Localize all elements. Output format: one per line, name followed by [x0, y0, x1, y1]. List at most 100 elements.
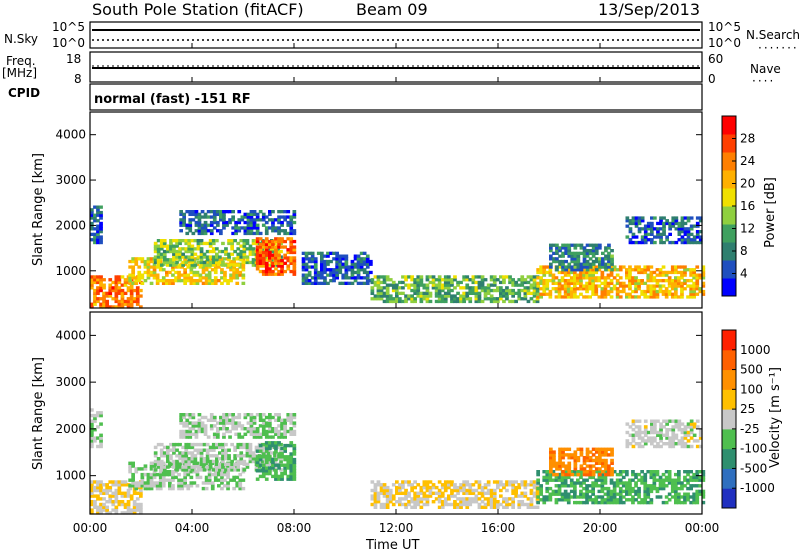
heatmap-cell — [692, 240, 697, 245]
heatmap-cell — [211, 263, 216, 267]
heatmap-cell — [196, 442, 201, 447]
heatmap-cell — [245, 260, 250, 265]
heatmap-cell — [260, 445, 265, 450]
heatmap-cell — [234, 229, 238, 233]
heatmap-cell — [276, 457, 280, 461]
heatmap-cell — [90, 275, 94, 279]
heatmap-cell — [566, 475, 571, 480]
heatmap-cell — [692, 284, 696, 288]
heatmap-cell — [191, 424, 196, 428]
heatmap-cell — [183, 478, 187, 482]
heatmap-cell — [576, 254, 581, 258]
heatmap-cell — [612, 500, 617, 505]
heatmap-cell — [276, 247, 280, 251]
heatmap-cell — [335, 257, 339, 261]
heatmap-cell — [304, 276, 309, 280]
heatmap-cell — [474, 299, 479, 304]
heatmap-cell — [105, 500, 109, 504]
heatmap-cell — [96, 444, 100, 449]
heatmap-cell — [674, 492, 678, 496]
heatmap-cell — [132, 288, 137, 293]
heatmap-cell — [370, 280, 375, 285]
heatmap-cell — [261, 272, 266, 276]
heatmap-cell — [492, 283, 497, 287]
heatmap-cell — [428, 485, 433, 490]
heatmap-cell — [186, 486, 191, 491]
heatmap-cell — [222, 415, 226, 420]
heatmap-cell — [579, 287, 583, 291]
heatmap-cell — [175, 459, 179, 464]
heatmap-cell — [468, 485, 473, 490]
heatmap-cell — [207, 273, 212, 277]
heatmap-cell — [120, 305, 125, 309]
heatmap-cell — [552, 472, 556, 477]
heatmap-cell — [188, 429, 193, 434]
heatmap-cell — [419, 488, 424, 493]
heatmap-cell — [370, 502, 375, 507]
heatmap-cell — [161, 478, 166, 482]
heatmap-cell — [277, 269, 281, 274]
heatmap-cell — [582, 461, 587, 465]
heatmap-cell — [182, 215, 186, 219]
heatmap-cell — [508, 288, 512, 293]
heatmap-cell — [486, 483, 491, 487]
heatmap-cell — [668, 419, 672, 423]
heatmap-cell — [511, 483, 515, 487]
heatmap-cell — [205, 465, 210, 469]
heatmap-cell — [292, 215, 297, 219]
heatmap-cell — [235, 268, 240, 272]
heatmap-cell — [585, 492, 589, 496]
heatmap-cell — [637, 442, 642, 446]
heatmap-cell — [99, 508, 103, 512]
heatmap-cell — [625, 276, 629, 280]
heatmap-cell — [376, 278, 381, 282]
heatmap-cell — [152, 265, 157, 269]
heatmap-cell — [96, 213, 100, 217]
heatmap-cell — [631, 240, 636, 245]
heatmap-cell — [677, 472, 681, 477]
heatmap-cell — [689, 484, 693, 488]
heatmap-cell — [560, 295, 565, 299]
heatmap-cell — [135, 286, 140, 290]
heatmap-cell — [582, 273, 586, 277]
heatmap-cell — [225, 427, 229, 431]
heatmap-cell — [208, 263, 213, 267]
heatmap-cell — [591, 254, 596, 258]
heatmap-cell — [201, 268, 206, 272]
heatmap-cell — [365, 281, 370, 285]
heatmap-cell — [114, 505, 119, 509]
heatmap-cell — [90, 494, 94, 498]
heatmap-cell — [631, 276, 635, 280]
heatmap-cell — [477, 502, 482, 507]
heatmap-cell — [117, 278, 122, 282]
heatmap-cell — [341, 262, 346, 266]
heatmap-cell — [159, 263, 164, 267]
heatmap-cell — [410, 288, 414, 293]
heatmap-cell — [208, 445, 213, 450]
heatmap-cell — [462, 291, 466, 295]
heatmap-cell — [165, 281, 169, 285]
heatmap-cell — [683, 240, 688, 245]
heatmap-cell — [353, 254, 358, 258]
heatmap-cell — [447, 480, 451, 484]
x-tick-label: 08:00 — [277, 521, 312, 535]
heatmap-cell — [114, 508, 119, 512]
heatmap-cell — [268, 242, 272, 246]
heatmap-cell — [689, 495, 693, 499]
heatmap-cell — [261, 418, 266, 422]
heatmap-cell — [643, 270, 648, 275]
colorbar-segment — [722, 134, 736, 153]
heatmap-cell — [671, 216, 676, 220]
heatmap-cell — [128, 276, 132, 280]
heatmap-cell — [450, 483, 454, 487]
heatmap-cell — [242, 462, 247, 466]
heatmap-cell — [643, 472, 648, 477]
heatmap-cell — [139, 488, 143, 493]
heatmap-cell — [139, 485, 143, 490]
heatmap-cell — [582, 262, 587, 266]
heatmap-cell — [566, 492, 571, 496]
heatmap-cell — [576, 259, 581, 264]
heatmap-cell — [661, 292, 666, 296]
heatmap-cell — [171, 486, 175, 491]
heatmap-cell — [664, 292, 669, 296]
